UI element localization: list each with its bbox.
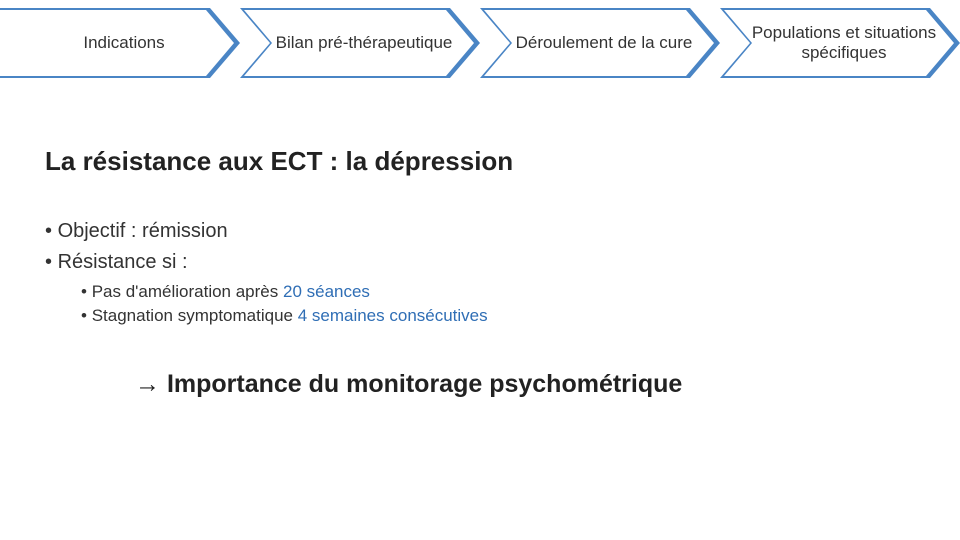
nav-item-indications: Indications bbox=[0, 8, 240, 78]
nav-item-deroulement: Déroulement de la cure bbox=[480, 8, 720, 78]
conclusion-line: → Importance du monitorage psychométriqu… bbox=[135, 370, 682, 399]
nav-label: Bilan pré-thérapeutique bbox=[258, 33, 463, 53]
bullet-item: • Objectif : rémission bbox=[45, 220, 488, 243]
bullet-text: Objectif : rémission bbox=[58, 220, 228, 242]
bullet-list: • Objectif : rémission • Résistance si :… bbox=[45, 220, 488, 326]
sub-bullet-item: • Pas d'amélioration après 20 séances bbox=[81, 282, 488, 302]
bullet-item: • Résistance si : bbox=[45, 251, 488, 274]
sub-bullet-item: • Stagnation symptomatique 4 semaines co… bbox=[81, 306, 488, 326]
section-title: La résistance aux ECT : la dépression bbox=[45, 146, 513, 177]
highlight-number: 20 séances bbox=[283, 282, 370, 301]
bullet-text: Stagnation symptomatique bbox=[92, 306, 298, 325]
highlight-number: 4 semaines consécutives bbox=[298, 306, 488, 325]
nav-item-populations: Populations et situations spécifiques bbox=[720, 8, 960, 78]
nav-label: Indications bbox=[65, 33, 174, 53]
bullet-text: Pas d'amélioration après bbox=[92, 282, 283, 301]
nav-label: Déroulement de la cure bbox=[498, 33, 703, 53]
chevron-nav: Indications Bilan pré-thérapeutique Déro… bbox=[0, 8, 960, 78]
slide: Indications Bilan pré-thérapeutique Déro… bbox=[0, 0, 960, 540]
bullet-text: Résistance si : bbox=[58, 251, 188, 273]
nav-item-bilan: Bilan pré-thérapeutique bbox=[240, 8, 480, 78]
nav-label: Populations et situations spécifiques bbox=[720, 23, 960, 62]
